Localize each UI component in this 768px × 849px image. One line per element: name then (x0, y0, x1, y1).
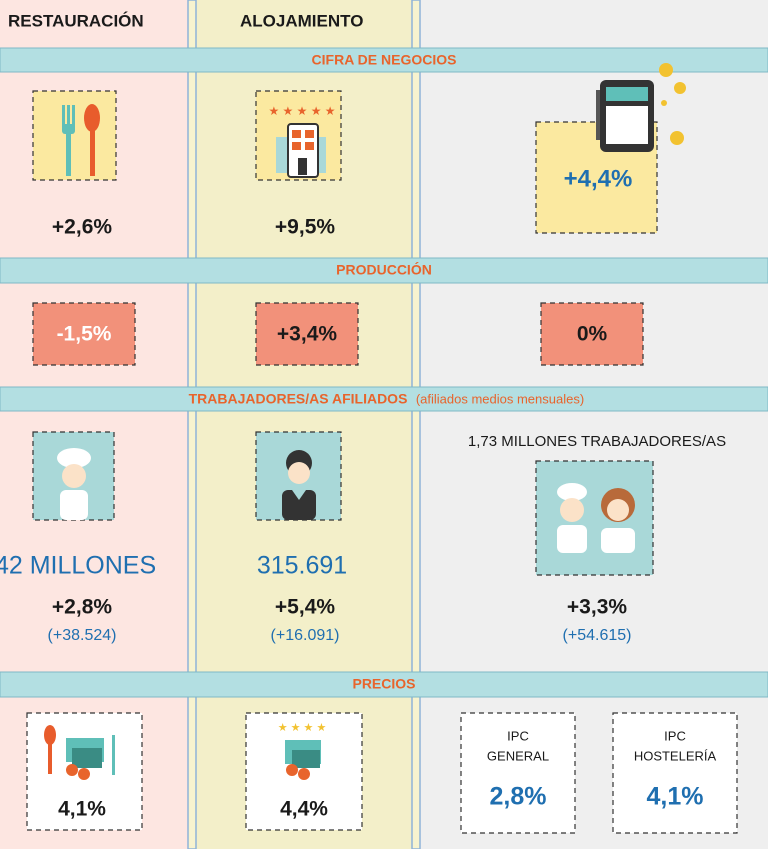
separator (411, 0, 421, 849)
column-header: RESTAURACIÓN (8, 11, 144, 30)
ipc-box (612, 712, 738, 834)
chef-icon (57, 448, 91, 520)
fork-spoon-icon (62, 104, 100, 176)
ipc-label: IPC (664, 728, 686, 743)
svg-text:★ ★ ★ ★ ★: ★ ★ ★ ★ ★ (268, 104, 335, 118)
ipc-value: 2,8% (490, 783, 547, 811)
ipc-label: IPC (507, 728, 529, 743)
value: 4,4% (280, 798, 328, 821)
separator (187, 0, 197, 849)
prices-icon: ★ ★ ★ ★ (278, 722, 327, 780)
value: -1,5% (57, 323, 112, 346)
change: (+54.615) (563, 627, 632, 644)
svg-text:★ ★ ★ ★: ★ ★ ★ ★ (278, 722, 327, 734)
icon-box (32, 90, 117, 181)
change: (+16.091) (271, 627, 340, 644)
icon-box (535, 460, 654, 576)
calculator-icon (596, 63, 686, 152)
value: 0% (577, 323, 608, 346)
value-box (540, 302, 644, 366)
value: +2,6% (52, 216, 112, 239)
value: +3,4% (277, 323, 337, 346)
hotel-icon: ★ ★ ★ ★ ★ (268, 104, 336, 178)
section-subtitle: (afiliados medios mensuales) (416, 391, 584, 406)
value: +2,8% (52, 596, 112, 619)
change: (+38.524) (48, 627, 117, 644)
section-bar (0, 386, 768, 412)
value: +4,4% (564, 165, 633, 192)
section-title: CIFRA DE NEGOCIOS (312, 52, 457, 68)
ipc-label: HOSTELERÍA (634, 748, 717, 763)
workers-icon (557, 483, 635, 553)
worker-icon (282, 450, 316, 520)
value: +5,4% (275, 596, 335, 619)
count: 315.691 (257, 552, 347, 580)
section-bar (0, 257, 768, 284)
ipc-label: GENERAL (487, 748, 549, 763)
section-title: PRODUCCIÓN (336, 261, 432, 278)
prices-icon (44, 725, 115, 780)
value-box (255, 302, 359, 366)
column-header: ALOJAMIENTO (240, 11, 363, 30)
section-bar (0, 47, 768, 73)
ipc-box (460, 712, 576, 834)
total-label: 1,73 MILLONES TRABAJADORES/AS (468, 433, 726, 450)
ipc-value: 4,1% (647, 783, 704, 811)
section-title: TRABAJADORES/AS AFILIADOS (189, 391, 408, 407)
value: +9,5% (275, 216, 335, 239)
section-title: PRECIOS (352, 676, 415, 692)
value-box (32, 302, 136, 366)
count: ,42 MILLONES (0, 552, 156, 580)
value: +3,3% (567, 596, 627, 619)
section-bar (0, 671, 768, 698)
value: 4,1% (58, 798, 106, 821)
